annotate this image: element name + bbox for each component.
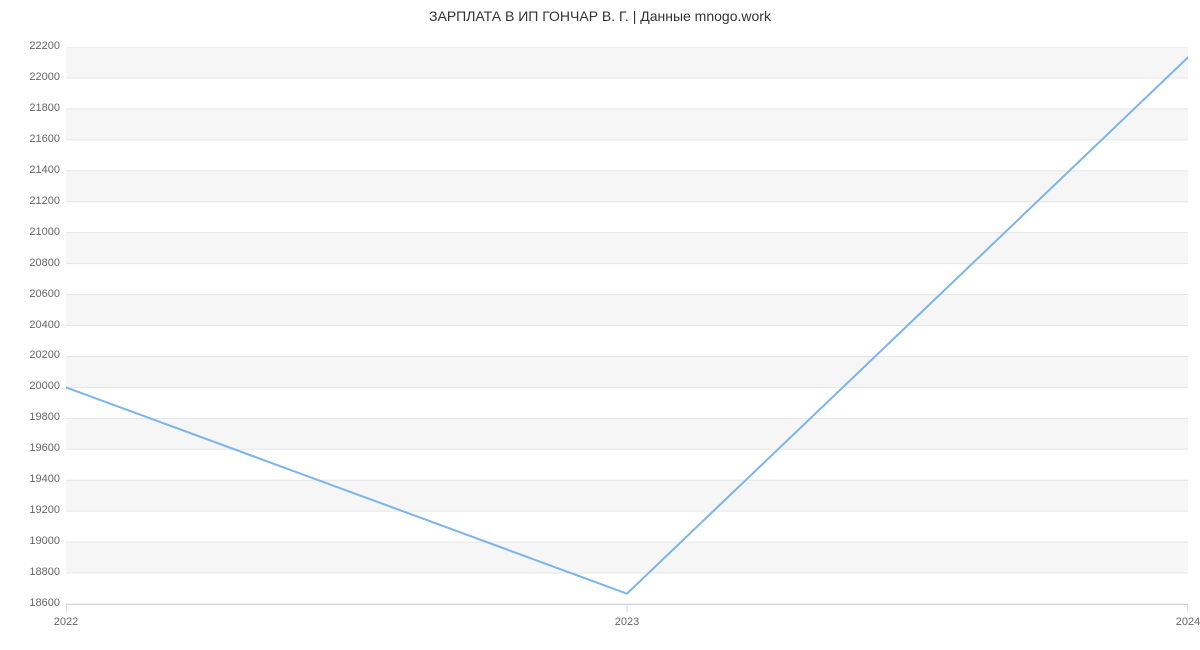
y-tick-label: 21000 [29, 226, 60, 238]
y-tick-label: 18600 [29, 597, 60, 609]
y-tick-label: 19200 [29, 504, 60, 516]
y-tick-label: 19800 [29, 411, 60, 423]
y-tick-label: 21600 [29, 133, 60, 145]
y-tick-label: 21400 [29, 164, 60, 176]
y-tick-label: 19000 [29, 535, 60, 547]
y-tick-label: 20000 [29, 380, 60, 392]
y-tick-label: 22000 [29, 71, 60, 83]
y-tick-label: 19400 [29, 473, 60, 485]
y-tick-label: 20800 [29, 257, 60, 269]
y-tick-label: 18800 [29, 566, 60, 578]
y-tick-label: 21200 [29, 195, 60, 207]
y-tick-label: 21800 [29, 102, 60, 114]
salary-chart: ЗАРПЛАТА В ИП ГОНЧАР В. Г. | Данные mnog… [0, 0, 1200, 650]
x-tick-label: 2022 [54, 616, 78, 628]
chart-title: ЗАРПЛАТА В ИП ГОНЧАР В. Г. | Данные mnog… [0, 8, 1200, 24]
y-tick-label: 20200 [29, 349, 60, 361]
x-tick-label: 2024 [1176, 616, 1200, 628]
y-tick-label: 22200 [29, 40, 60, 52]
plot-area [66, 47, 1188, 634]
y-tick-label: 20600 [29, 288, 60, 300]
y-tick-label: 19600 [29, 442, 60, 454]
y-tick-label: 20400 [29, 319, 60, 331]
x-tick-label: 2023 [615, 616, 639, 628]
